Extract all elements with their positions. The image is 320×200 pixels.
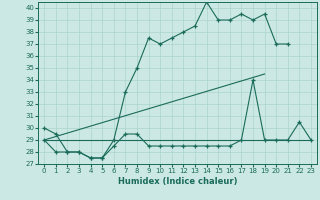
X-axis label: Humidex (Indice chaleur): Humidex (Indice chaleur) — [118, 177, 237, 186]
